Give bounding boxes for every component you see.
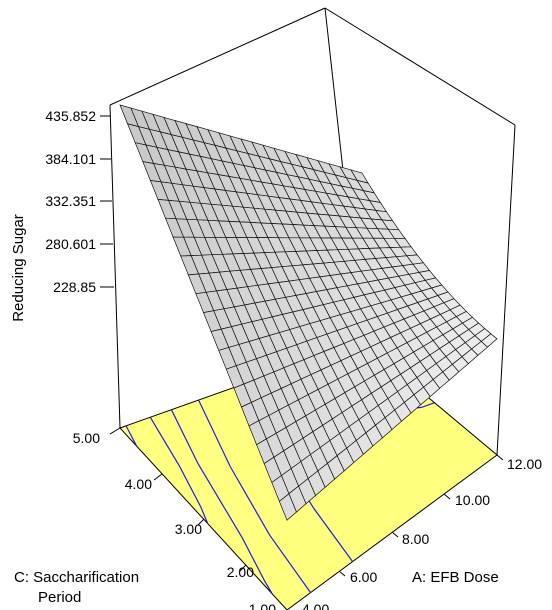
y-axis-ticks: 5.00 4.00 3.00 2.00 1.00 xyxy=(73,427,276,610)
z-tick-label: 280.601 xyxy=(45,236,96,252)
y-tick-label: 2.00 xyxy=(227,564,254,580)
contour-line xyxy=(198,399,312,593)
contour-line xyxy=(149,416,209,524)
y-tick-label: 4.00 xyxy=(125,476,152,492)
z-tick-label: 332.351 xyxy=(45,193,96,209)
z-tick-label: 435.852 xyxy=(45,108,96,124)
y-tick-label: 3.00 xyxy=(175,521,202,537)
x-axis-label: A: EFB Dose xyxy=(412,569,499,586)
surface-cell xyxy=(480,333,498,348)
y-tick-label: 5.00 xyxy=(73,430,100,446)
z-tick-label: 384.101 xyxy=(45,151,96,167)
x-tick-label: 6.00 xyxy=(350,569,377,585)
axis-box xyxy=(109,7,516,456)
response-surface xyxy=(119,104,498,521)
z-axis-label: Reducing Sugar xyxy=(10,214,27,322)
contour-line xyxy=(125,425,138,447)
x-tick-label: 8.00 xyxy=(402,531,429,547)
x-axis-ticks: 4.00 6.00 8.00 10.00 12.00 xyxy=(302,454,542,610)
y-axis-label-line1: C: Saccharification xyxy=(14,569,139,586)
y-axis-label-line2: Period xyxy=(38,589,81,606)
z-axis-ticks: 435.852 384.101 332.351 280.601 228.85 xyxy=(45,108,114,295)
x-tick-label: 4.00 xyxy=(302,601,329,610)
x-tick-label: 12.00 xyxy=(507,456,542,472)
z-tick-label: 228.85 xyxy=(53,279,96,295)
y-tick-label: 1.00 xyxy=(249,601,276,610)
contour-line xyxy=(170,409,273,595)
x-tick-label: 10.00 xyxy=(455,492,490,508)
